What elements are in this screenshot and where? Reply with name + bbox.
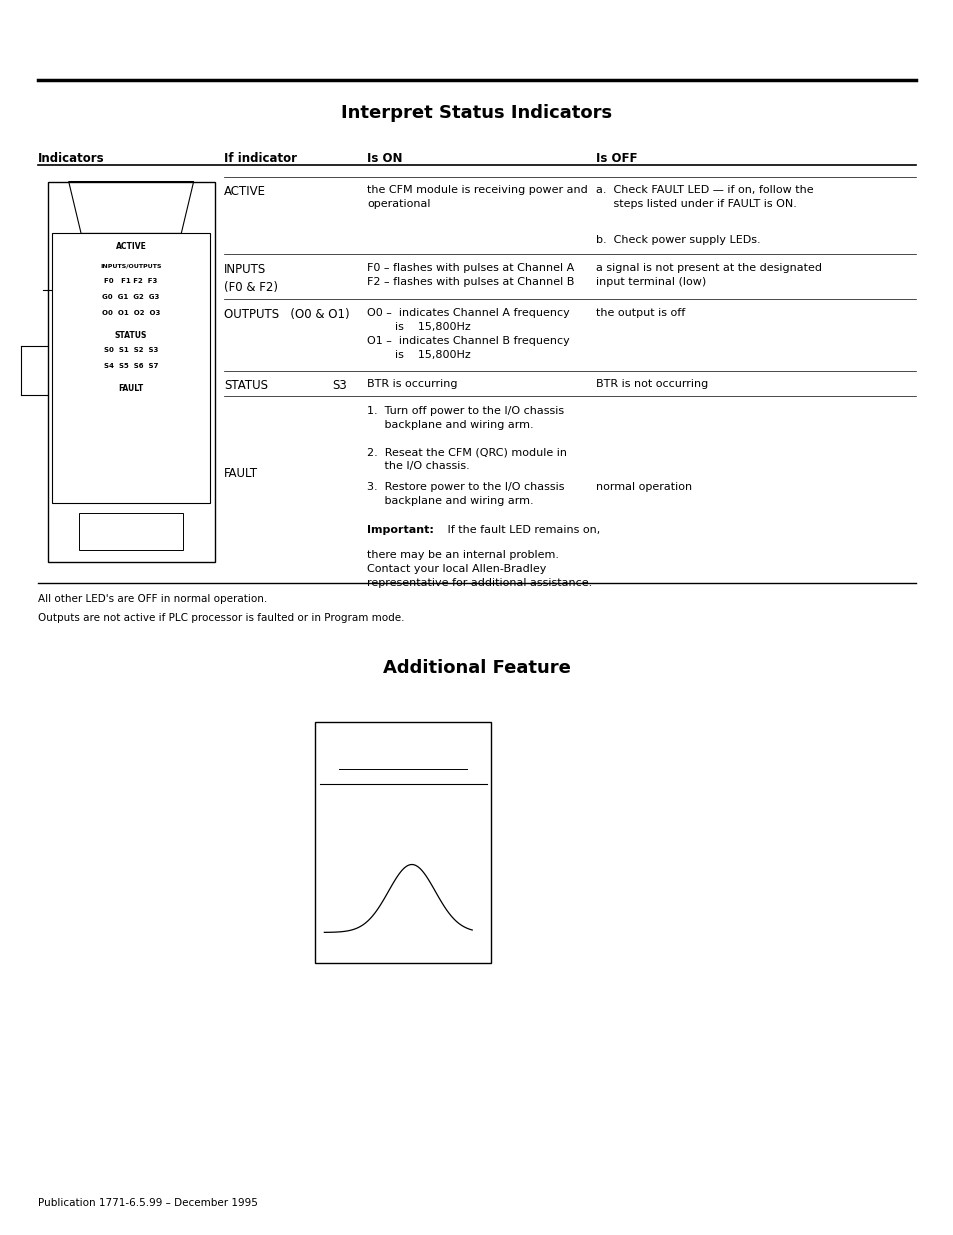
Text: 2: 2 <box>457 735 467 748</box>
Text: 3.  Restore power to the I/O chassis
     backplane and wiring arm.: 3. Restore power to the I/O chassis back… <box>367 482 564 505</box>
Text: BTR is not occurring: BTR is not occurring <box>596 379 708 389</box>
Text: Important:: Important: <box>367 525 434 535</box>
Text: Additional Feature: Additional Feature <box>383 659 570 678</box>
Text: INPUTS
(F0 & F2): INPUTS (F0 & F2) <box>224 263 278 294</box>
Text: a.  Check FAULT LED — if on, follow the
     steps listed under if FAULT is ON.: a. Check FAULT LED — if on, follow the s… <box>596 185 813 209</box>
Text: O0  O1  O2  O3: O0 O1 O2 O3 <box>102 310 160 316</box>
Text: S4  S5  S6  S7: S4 S5 S6 S7 <box>104 363 158 369</box>
Text: All other LED's are OFF in normal operation.: All other LED's are OFF in normal operat… <box>38 594 267 604</box>
Text: there may be an internal problem.
Contact your local Allen-Bradley
representativ: there may be an internal problem. Contac… <box>367 550 592 588</box>
Text: b.  Check power supply LEDs.: b. Check power supply LEDs. <box>596 235 760 245</box>
Text: If the fault LED remains on,: If the fault LED remains on, <box>443 525 599 535</box>
Text: Is OFF: Is OFF <box>596 152 638 165</box>
Text: INPUTS/OUTPUTS: INPUTS/OUTPUTS <box>100 263 162 268</box>
Polygon shape <box>69 182 193 233</box>
Text: O0 –  indicates Channel A frequency
        is    15,800Hz
O1 –  indicates Chann: O0 – indicates Channel A frequency is 15… <box>367 308 570 359</box>
Text: Is ON: Is ON <box>367 152 402 165</box>
Bar <box>48 182 214 562</box>
Text: BTR is occurring: BTR is occurring <box>367 379 457 389</box>
Text: normal operation: normal operation <box>596 482 692 492</box>
Text: Install the
CFM Module: Install the CFM Module <box>329 794 392 818</box>
Text: FAULT: FAULT <box>118 384 144 393</box>
Text: Indicators: Indicators <box>38 152 105 165</box>
Bar <box>52 233 210 503</box>
Text: FAULT: FAULT <box>224 467 258 480</box>
Text: the CFM module is receiving power and
operational: the CFM module is receiving power and op… <box>367 185 587 209</box>
Bar <box>314 722 491 963</box>
Text: a signal is not present at the designated
input terminal (low): a signal is not present at the designate… <box>596 263 821 287</box>
Text: the output is off: the output is off <box>596 308 685 317</box>
Text: 2.  Reseat the CFM (QRC) module in
     the I/O chassis.: 2. Reseat the CFM (QRC) module in the I/… <box>367 447 567 471</box>
Text: S3: S3 <box>332 379 346 393</box>
Text: STATUS: STATUS <box>224 379 268 393</box>
Bar <box>79 513 183 550</box>
Text: OUTPUTS   (O0 & O1): OUTPUTS (O0 & O1) <box>224 308 350 321</box>
Text: If indicator: If indicator <box>224 152 297 165</box>
Text: ACTIVE: ACTIVE <box>115 242 147 251</box>
Text: Outputs are not active if PLC processor is faulted or in Program mode.: Outputs are not active if PLC processor … <box>38 613 404 622</box>
Text: Interpret Status Indicators: Interpret Status Indicators <box>341 104 612 122</box>
Text: 1.  Turn off power to the I/O chassis
     backplane and wiring arm.: 1. Turn off power to the I/O chassis bac… <box>367 406 564 430</box>
Text: G0  G1  G2  G3: G0 G1 G2 G3 <box>102 294 160 300</box>
Text: Publication 1771-6.5.99 – December 1995: Publication 1771-6.5.99 – December 1995 <box>38 1198 257 1208</box>
Text: S0  S1  S2  S3: S0 S1 S2 S3 <box>104 347 158 353</box>
Text: ACTIVE: ACTIVE <box>224 185 266 199</box>
Text: F0 – flashes with pulses at Channel A
F2 – flashes with pulses at Channel B: F0 – flashes with pulses at Channel A F2… <box>367 263 574 287</box>
Text: STATUS: STATUS <box>115 331 147 340</box>
Text: F0   F1 F2  F3: F0 F1 F2 F3 <box>105 278 157 284</box>
